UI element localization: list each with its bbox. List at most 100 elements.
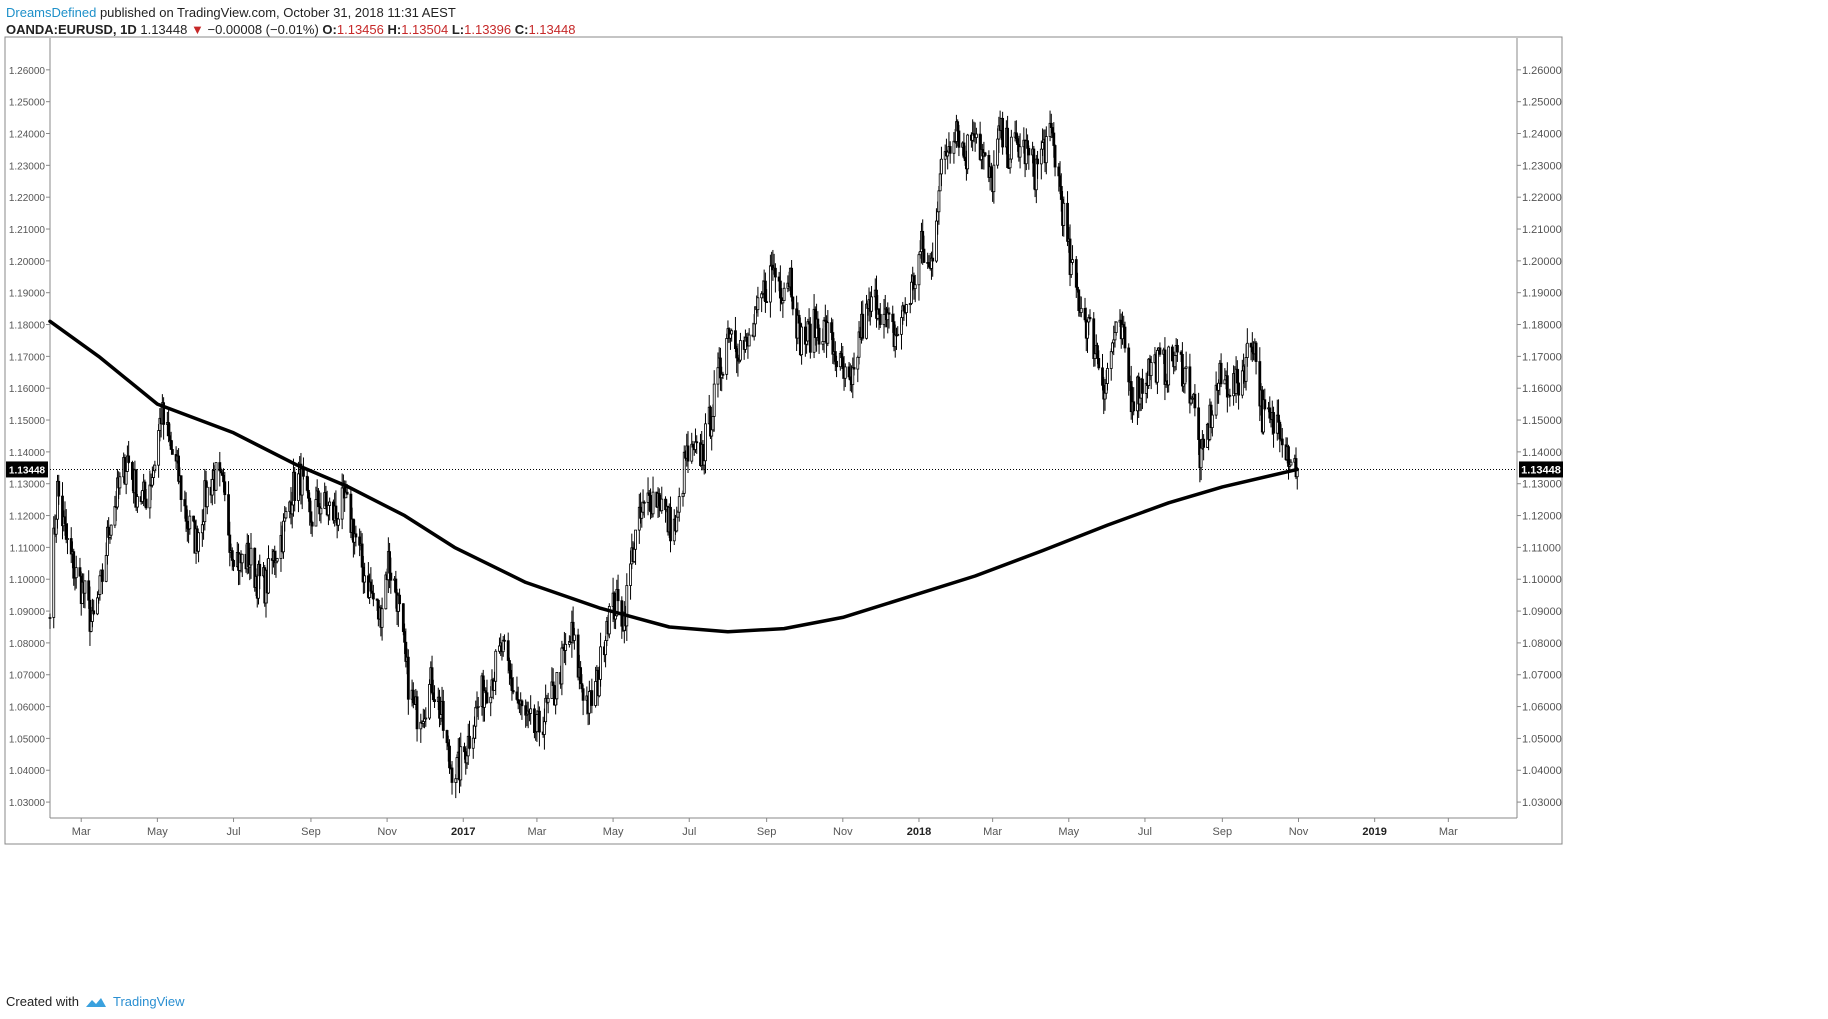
candle-body <box>314 499 318 527</box>
candle-body <box>763 280 767 303</box>
candle-body <box>677 496 681 513</box>
candle-body <box>927 262 931 268</box>
candle-body <box>1249 342 1253 348</box>
candle-body <box>162 402 166 425</box>
candle-body <box>808 323 812 353</box>
candle-body <box>1109 351 1113 369</box>
candle-body <box>797 314 801 324</box>
candle-body <box>847 366 851 378</box>
candle-body <box>510 677 514 691</box>
candle-body <box>581 688 585 701</box>
candle-body <box>1189 398 1193 404</box>
y-tick-label-right: 1.24000 <box>1522 129 1562 141</box>
candle-body <box>852 367 856 370</box>
candle-body <box>887 312 891 315</box>
candle-body <box>360 543 364 568</box>
candle-body <box>1228 394 1232 397</box>
candle-body <box>232 560 235 567</box>
candle-body <box>509 669 513 679</box>
candle-body <box>856 356 860 370</box>
y-tick-label-left: 1.04000 <box>9 766 46 777</box>
candle-body <box>307 489 310 499</box>
candle-body <box>564 643 568 651</box>
candle-body <box>543 721 546 735</box>
candle-body <box>109 524 113 536</box>
candle-body <box>448 745 451 769</box>
candle-body <box>52 527 56 618</box>
candle-body <box>1088 317 1092 320</box>
candle-body <box>1097 358 1101 369</box>
candle-body <box>168 435 172 441</box>
y-tick-label-right: 1.22000 <box>1522 192 1562 204</box>
candle-body <box>938 173 942 192</box>
candle-body <box>1059 186 1063 200</box>
candle-body <box>169 439 173 450</box>
candle-body <box>612 592 616 620</box>
candle-body <box>1287 446 1290 467</box>
candle-body <box>284 511 288 519</box>
candle-body <box>1158 347 1162 355</box>
candle-body <box>1197 407 1201 440</box>
y-tick-label-left: 1.17000 <box>9 352 46 363</box>
candle-body <box>721 373 725 376</box>
candle-body <box>712 383 716 417</box>
candle-body <box>401 603 405 632</box>
candle-body <box>1163 349 1167 385</box>
candle-body <box>936 211 940 222</box>
candle-body <box>275 558 279 562</box>
moving-average-line <box>48 319 1300 634</box>
candle-body <box>135 496 139 508</box>
candle-body <box>1250 346 1254 353</box>
x-tick-label: 2017 <box>451 826 475 838</box>
y-tick-label-left: 1.14000 <box>9 448 46 459</box>
candle-body <box>450 767 454 783</box>
candle-body <box>179 475 183 500</box>
publish-info: published on TradingView.com, October 31… <box>99 5 456 20</box>
candle-body <box>1074 259 1078 288</box>
y-tick-label-left: 1.09000 <box>9 607 46 618</box>
candle-body <box>290 504 294 515</box>
candle-body <box>92 610 96 615</box>
candle-body <box>790 267 794 298</box>
candle-body <box>101 569 104 582</box>
candle-body <box>1001 117 1005 148</box>
candle-body <box>465 755 469 764</box>
candle-body <box>214 462 218 491</box>
candle-body <box>1219 362 1223 385</box>
candle-body <box>851 367 855 386</box>
candle-body <box>669 506 672 542</box>
candle-body <box>411 689 415 704</box>
candle-body <box>1278 421 1282 440</box>
candle-body <box>711 415 715 431</box>
candle-body <box>878 313 882 325</box>
candle-body <box>498 645 501 652</box>
tradingview-brand-link[interactable]: TradingView <box>112 994 185 1009</box>
down-arrow-icon: ▼ <box>190 22 204 37</box>
candle-body <box>1016 138 1019 145</box>
candle-body <box>992 164 996 193</box>
x-tick-label: 2018 <box>907 826 931 838</box>
x-tick-label: 2019 <box>1362 826 1386 838</box>
candle-body <box>634 529 637 550</box>
author-link[interactable]: DreamsDefined <box>6 5 97 20</box>
candle-body <box>340 487 344 520</box>
y-tick-label-right: 1.05000 <box>1522 733 1562 745</box>
candle-body <box>394 578 398 594</box>
y-tick-label-right: 1.17000 <box>1522 351 1562 363</box>
candle-body <box>308 497 312 513</box>
candle-body <box>1217 382 1221 391</box>
candle-body <box>240 553 244 564</box>
candle-body <box>334 505 338 519</box>
candle-body <box>302 468 305 477</box>
candle-body <box>599 646 602 680</box>
candle-body <box>777 276 781 282</box>
symbol-label[interactable]: OANDA:EURUSD, 1D <box>6 22 137 37</box>
candle-body <box>861 313 865 339</box>
candle-body <box>1237 382 1240 396</box>
candle-body <box>948 146 952 154</box>
candle-body <box>765 301 769 304</box>
candle-body <box>830 322 833 333</box>
candle-body <box>996 138 1000 166</box>
candle-body <box>327 505 330 516</box>
